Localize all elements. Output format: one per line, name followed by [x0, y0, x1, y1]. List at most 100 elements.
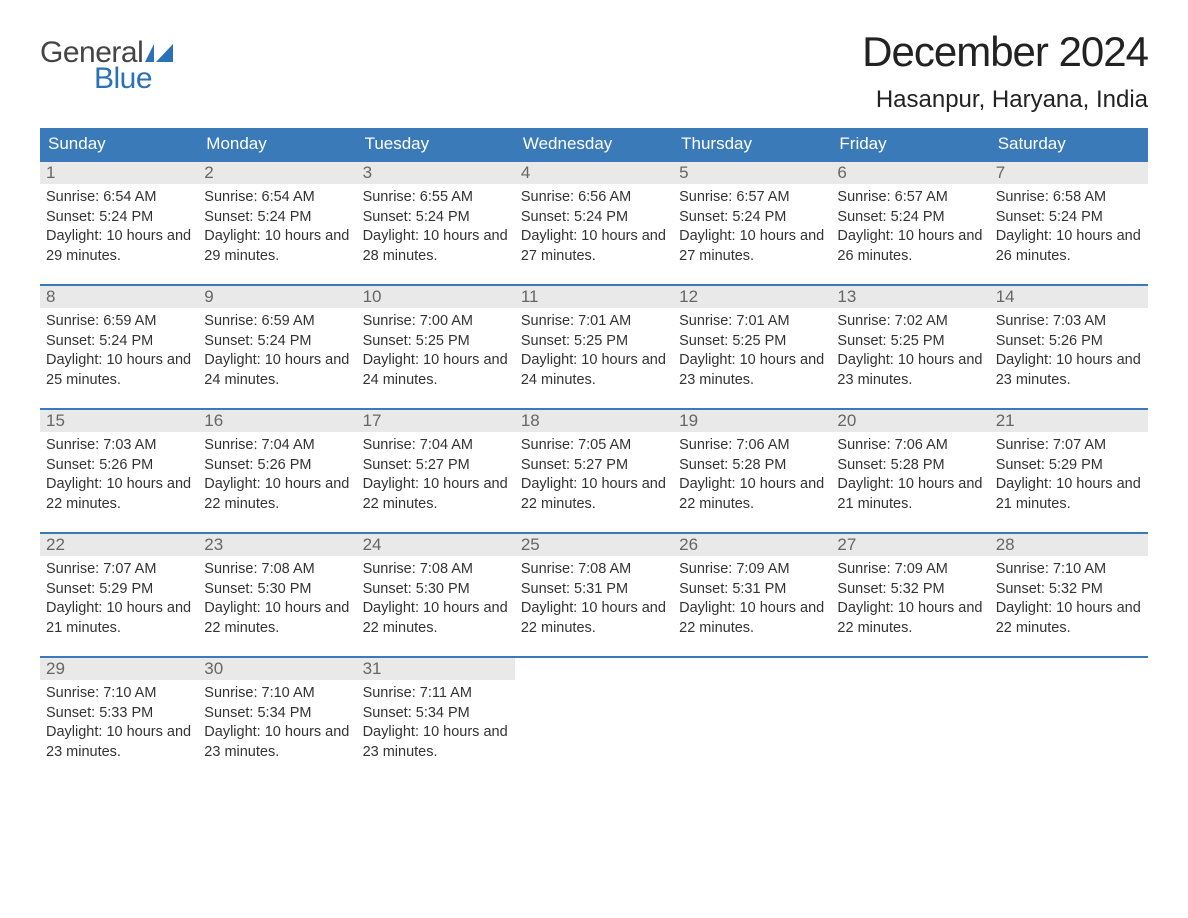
- logo-text-blue: Blue: [94, 62, 152, 96]
- day-body: Sunrise: 7:09 AMSunset: 5:32 PMDaylight:…: [831, 556, 989, 646]
- day-number: 3: [357, 162, 515, 184]
- day-number: 6: [831, 162, 989, 184]
- day-cell: 5Sunrise: 6:57 AMSunset: 5:24 PMDaylight…: [673, 162, 831, 284]
- sunrise-line: Sunrise: 7:06 AM: [837, 436, 983, 456]
- daylight-line: Daylight: 10 hours and 22 minutes.: [46, 475, 192, 514]
- day-number: 15: [40, 410, 198, 432]
- day-cell: 14Sunrise: 7:03 AMSunset: 5:26 PMDayligh…: [990, 286, 1148, 408]
- sunrise-line: Sunrise: 7:08 AM: [363, 560, 509, 580]
- sunrise-line: Sunrise: 6:55 AM: [363, 188, 509, 208]
- day-number: 13: [831, 286, 989, 308]
- day-cell: 25Sunrise: 7:08 AMSunset: 5:31 PMDayligh…: [515, 534, 673, 656]
- day-number: 31: [357, 658, 515, 680]
- day-number: 29: [40, 658, 198, 680]
- daylight-line: Daylight: 10 hours and 23 minutes.: [996, 351, 1142, 390]
- sunset-line: Sunset: 5:26 PM: [46, 456, 192, 476]
- day-number: 4: [515, 162, 673, 184]
- day-number: 27: [831, 534, 989, 556]
- daylight-line: Daylight: 10 hours and 23 minutes.: [204, 723, 350, 762]
- day-cell: [831, 658, 989, 780]
- sunrise-line: Sunrise: 7:01 AM: [679, 312, 825, 332]
- sunrise-line: Sunrise: 7:03 AM: [46, 436, 192, 456]
- day-cell: 18Sunrise: 7:05 AMSunset: 5:27 PMDayligh…: [515, 410, 673, 532]
- day-body: Sunrise: 6:54 AMSunset: 5:24 PMDaylight:…: [40, 184, 198, 274]
- day-cell: 8Sunrise: 6:59 AMSunset: 5:24 PMDaylight…: [40, 286, 198, 408]
- day-number: 9: [198, 286, 356, 308]
- sunset-line: Sunset: 5:29 PM: [46, 580, 192, 600]
- day-cell: 21Sunrise: 7:07 AMSunset: 5:29 PMDayligh…: [990, 410, 1148, 532]
- day-cell: 23Sunrise: 7:08 AMSunset: 5:30 PMDayligh…: [198, 534, 356, 656]
- sunrise-line: Sunrise: 7:11 AM: [363, 684, 509, 704]
- sunset-line: Sunset: 5:31 PM: [679, 580, 825, 600]
- day-cell: 4Sunrise: 6:56 AMSunset: 5:24 PMDaylight…: [515, 162, 673, 284]
- day-body: Sunrise: 7:06 AMSunset: 5:28 PMDaylight:…: [673, 432, 831, 522]
- sunrise-line: Sunrise: 7:07 AM: [46, 560, 192, 580]
- month-title: December 2024: [862, 28, 1148, 76]
- day-cell: 3Sunrise: 6:55 AMSunset: 5:24 PMDaylight…: [357, 162, 515, 284]
- daylight-line: Daylight: 10 hours and 27 minutes.: [679, 227, 825, 266]
- day-number: 21: [990, 410, 1148, 432]
- day-body: Sunrise: 7:08 AMSunset: 5:31 PMDaylight:…: [515, 556, 673, 646]
- weekday-wednesday: Wednesday: [515, 128, 673, 160]
- sunset-line: Sunset: 5:24 PM: [204, 208, 350, 228]
- daylight-line: Daylight: 10 hours and 29 minutes.: [46, 227, 192, 266]
- daylight-line: Daylight: 10 hours and 22 minutes.: [204, 475, 350, 514]
- daylight-line: Daylight: 10 hours and 24 minutes.: [521, 351, 667, 390]
- sunset-line: Sunset: 5:27 PM: [521, 456, 667, 476]
- sunset-line: Sunset: 5:29 PM: [996, 456, 1142, 476]
- day-cell: 27Sunrise: 7:09 AMSunset: 5:32 PMDayligh…: [831, 534, 989, 656]
- sunrise-line: Sunrise: 6:57 AM: [837, 188, 983, 208]
- flag-icon: [145, 44, 173, 62]
- day-cell: 15Sunrise: 7:03 AMSunset: 5:26 PMDayligh…: [40, 410, 198, 532]
- daylight-line: Daylight: 10 hours and 23 minutes.: [679, 351, 825, 390]
- daylight-line: Daylight: 10 hours and 22 minutes.: [521, 475, 667, 514]
- sunrise-line: Sunrise: 7:02 AM: [837, 312, 983, 332]
- sunset-line: Sunset: 5:33 PM: [46, 704, 192, 724]
- daylight-line: Daylight: 10 hours and 27 minutes.: [521, 227, 667, 266]
- sunset-line: Sunset: 5:30 PM: [204, 580, 350, 600]
- sunset-line: Sunset: 5:24 PM: [996, 208, 1142, 228]
- sunset-line: Sunset: 5:28 PM: [837, 456, 983, 476]
- sunset-line: Sunset: 5:30 PM: [363, 580, 509, 600]
- sunrise-line: Sunrise: 6:54 AM: [204, 188, 350, 208]
- location: Hasanpur, Haryana, India: [862, 86, 1148, 114]
- sunrise-line: Sunrise: 6:57 AM: [679, 188, 825, 208]
- day-body: Sunrise: 6:56 AMSunset: 5:24 PMDaylight:…: [515, 184, 673, 274]
- day-cell: 9Sunrise: 6:59 AMSunset: 5:24 PMDaylight…: [198, 286, 356, 408]
- daylight-line: Daylight: 10 hours and 22 minutes.: [679, 599, 825, 638]
- day-number: 30: [198, 658, 356, 680]
- sunrise-line: Sunrise: 7:04 AM: [363, 436, 509, 456]
- daylight-line: Daylight: 10 hours and 23 minutes.: [363, 723, 509, 762]
- daylight-line: Daylight: 10 hours and 22 minutes.: [996, 599, 1142, 638]
- sunset-line: Sunset: 5:24 PM: [837, 208, 983, 228]
- weekday-thursday: Thursday: [673, 128, 831, 160]
- sunrise-line: Sunrise: 6:54 AM: [46, 188, 192, 208]
- sunset-line: Sunset: 5:24 PM: [521, 208, 667, 228]
- day-cell: 28Sunrise: 7:10 AMSunset: 5:32 PMDayligh…: [990, 534, 1148, 656]
- day-body: Sunrise: 7:04 AMSunset: 5:26 PMDaylight:…: [198, 432, 356, 522]
- day-cell: 24Sunrise: 7:08 AMSunset: 5:30 PMDayligh…: [357, 534, 515, 656]
- daylight-line: Daylight: 10 hours and 22 minutes.: [837, 599, 983, 638]
- day-body: Sunrise: 7:03 AMSunset: 5:26 PMDaylight:…: [40, 432, 198, 522]
- day-number: 23: [198, 534, 356, 556]
- sunrise-line: Sunrise: 7:05 AM: [521, 436, 667, 456]
- daylight-line: Daylight: 10 hours and 24 minutes.: [363, 351, 509, 390]
- day-body: Sunrise: 7:10 AMSunset: 5:34 PMDaylight:…: [198, 680, 356, 770]
- day-number: 5: [673, 162, 831, 184]
- day-cell: [673, 658, 831, 780]
- sunrise-line: Sunrise: 7:03 AM: [996, 312, 1142, 332]
- sunset-line: Sunset: 5:34 PM: [204, 704, 350, 724]
- day-number: 19: [673, 410, 831, 432]
- daylight-line: Daylight: 10 hours and 21 minutes.: [837, 475, 983, 514]
- day-body: Sunrise: 6:59 AMSunset: 5:24 PMDaylight:…: [198, 308, 356, 398]
- daylight-line: Daylight: 10 hours and 22 minutes.: [204, 599, 350, 638]
- sunrise-line: Sunrise: 7:07 AM: [996, 436, 1142, 456]
- sunset-line: Sunset: 5:25 PM: [521, 332, 667, 352]
- day-body: Sunrise: 7:06 AMSunset: 5:28 PMDaylight:…: [831, 432, 989, 522]
- day-number: 12: [673, 286, 831, 308]
- sunset-line: Sunset: 5:25 PM: [363, 332, 509, 352]
- sunrise-line: Sunrise: 7:10 AM: [46, 684, 192, 704]
- day-body: Sunrise: 6:59 AMSunset: 5:24 PMDaylight:…: [40, 308, 198, 398]
- day-cell: 17Sunrise: 7:04 AMSunset: 5:27 PMDayligh…: [357, 410, 515, 532]
- sunset-line: Sunset: 5:26 PM: [996, 332, 1142, 352]
